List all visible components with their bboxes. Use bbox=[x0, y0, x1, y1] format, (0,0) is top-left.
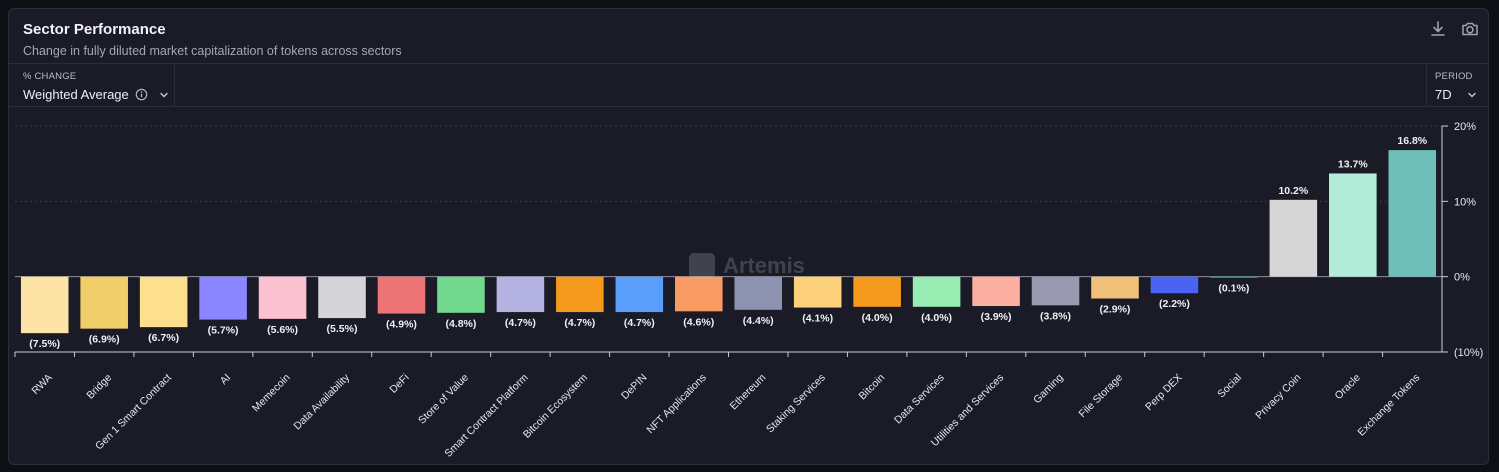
bar bbox=[912, 276, 961, 307]
data-label: (4.6%) bbox=[683, 316, 714, 328]
bar bbox=[1150, 276, 1199, 294]
category-label: DePIN bbox=[619, 372, 649, 402]
y-tick-label: (10%) bbox=[1454, 347, 1483, 359]
data-label: (3.9%) bbox=[981, 311, 1012, 323]
bar bbox=[1031, 276, 1080, 306]
category-label: NFT Applications bbox=[644, 372, 708, 436]
download-icon[interactable] bbox=[1428, 19, 1448, 39]
data-label: (4.8%) bbox=[445, 318, 476, 330]
category-label: Data Services bbox=[892, 372, 947, 427]
bar-chart: 20% 10% 0% (10%) (7.5%) RWA (6.9%) Bridge (6.7%)… bbox=[14, 121, 1483, 460]
category-label: Memecoin bbox=[250, 372, 293, 415]
data-label: (4.9%) bbox=[386, 319, 417, 331]
chevron-down-icon bbox=[1467, 92, 1476, 97]
category-label: DeFi bbox=[387, 372, 411, 396]
category-label: RWA bbox=[29, 372, 54, 397]
category-label: Oracle bbox=[1333, 372, 1363, 402]
change-type-value-row: Weighted Average bbox=[23, 87, 174, 102]
category-label: Exchange Tokens bbox=[1355, 372, 1422, 439]
controls-bar: % CHANGE Weighted Average PERIOD 7D bbox=[9, 63, 1488, 107]
period-value-row: 7D bbox=[1435, 87, 1488, 102]
bar bbox=[1269, 199, 1318, 277]
camera-icon[interactable] bbox=[1460, 19, 1480, 39]
y-tick-label: 20% bbox=[1454, 121, 1476, 133]
category-label: Bitcoin bbox=[856, 372, 887, 403]
y-tick-label: 0% bbox=[1454, 272, 1470, 284]
data-label: (0.1%) bbox=[1218, 282, 1249, 294]
data-label: 16.8% bbox=[1397, 135, 1427, 147]
bar bbox=[1388, 150, 1437, 277]
data-label: (5.7%) bbox=[208, 325, 239, 337]
bar bbox=[556, 276, 604, 313]
header-actions bbox=[1428, 19, 1480, 39]
sector-performance-panel: Sector Performance Change in fully dilut… bbox=[8, 8, 1489, 465]
artemis-watermark: Artemis bbox=[689, 253, 805, 279]
chevron-down-icon bbox=[160, 92, 168, 97]
category-label: Ethereum bbox=[728, 371, 769, 412]
category-label: File Storage bbox=[1077, 372, 1126, 421]
data-label: (4.0%) bbox=[921, 312, 952, 324]
category-label: Perp DEX bbox=[1143, 372, 1184, 413]
data-label: (2.2%) bbox=[1159, 298, 1190, 310]
watermark-text: Artemis bbox=[723, 253, 805, 278]
category-label: Staking Services bbox=[764, 372, 828, 436]
bar bbox=[734, 276, 783, 310]
bar bbox=[80, 276, 128, 329]
info-icon[interactable] bbox=[135, 88, 148, 101]
bar bbox=[258, 276, 307, 319]
panel-header: Sector Performance Change in fully dilut… bbox=[23, 21, 402, 58]
data-label: (5.6%) bbox=[267, 324, 298, 336]
panel-subtitle: Change in fully diluted market capitaliz… bbox=[23, 44, 402, 58]
data-label: (6.9%) bbox=[89, 334, 120, 346]
category-label: AI bbox=[218, 372, 234, 388]
bar bbox=[1210, 276, 1258, 278]
category-label: Data Availability bbox=[291, 371, 352, 432]
data-label: (4.7%) bbox=[564, 317, 595, 329]
period-label: PERIOD bbox=[1435, 71, 1473, 82]
data-label: (6.7%) bbox=[148, 332, 179, 344]
data-label: (7.5%) bbox=[29, 338, 60, 350]
category-label: Bitcoin Ecosystem bbox=[521, 371, 590, 440]
data-label: 10.2% bbox=[1278, 185, 1308, 197]
bar bbox=[199, 276, 247, 320]
bar bbox=[615, 276, 664, 313]
category-label: Privacy Coin bbox=[1253, 372, 1303, 422]
y-tick-label: 10% bbox=[1454, 196, 1476, 208]
period-value: 7D bbox=[1435, 87, 1452, 102]
period-select[interactable]: PERIOD 7D bbox=[1426, 64, 1488, 106]
category-label: Bridge bbox=[84, 372, 114, 402]
panel-title: Sector Performance bbox=[23, 21, 166, 38]
category-label: Social bbox=[1215, 372, 1244, 401]
change-type-label: % CHANGE bbox=[23, 71, 77, 82]
artemis-logo-icon bbox=[689, 253, 715, 279]
bar bbox=[793, 276, 842, 308]
change-type-value: Weighted Average bbox=[23, 87, 129, 102]
bar bbox=[20, 276, 69, 334]
data-label: (4.1%) bbox=[802, 313, 833, 325]
bar bbox=[853, 276, 901, 307]
bar bbox=[972, 276, 1020, 307]
bar bbox=[437, 276, 485, 313]
category-label: Gaming bbox=[1031, 372, 1066, 407]
bar bbox=[318, 276, 366, 319]
bar bbox=[377, 276, 426, 314]
bar bbox=[496, 276, 545, 313]
data-label: (4.4%) bbox=[743, 315, 774, 327]
data-label: (4.0%) bbox=[862, 312, 893, 324]
bar bbox=[1091, 276, 1139, 299]
data-label: (2.9%) bbox=[1100, 304, 1131, 316]
category-label: Store of Value bbox=[416, 372, 471, 427]
bar bbox=[674, 276, 723, 312]
data-label: 13.7% bbox=[1338, 158, 1368, 170]
data-label: (4.7%) bbox=[624, 317, 655, 329]
data-label: (5.5%) bbox=[327, 323, 358, 335]
data-label: (3.8%) bbox=[1040, 310, 1071, 322]
bar bbox=[1329, 173, 1377, 277]
bar bbox=[139, 276, 188, 328]
data-label: (4.7%) bbox=[505, 317, 536, 329]
change-type-select[interactable]: % CHANGE Weighted Average bbox=[9, 64, 175, 106]
